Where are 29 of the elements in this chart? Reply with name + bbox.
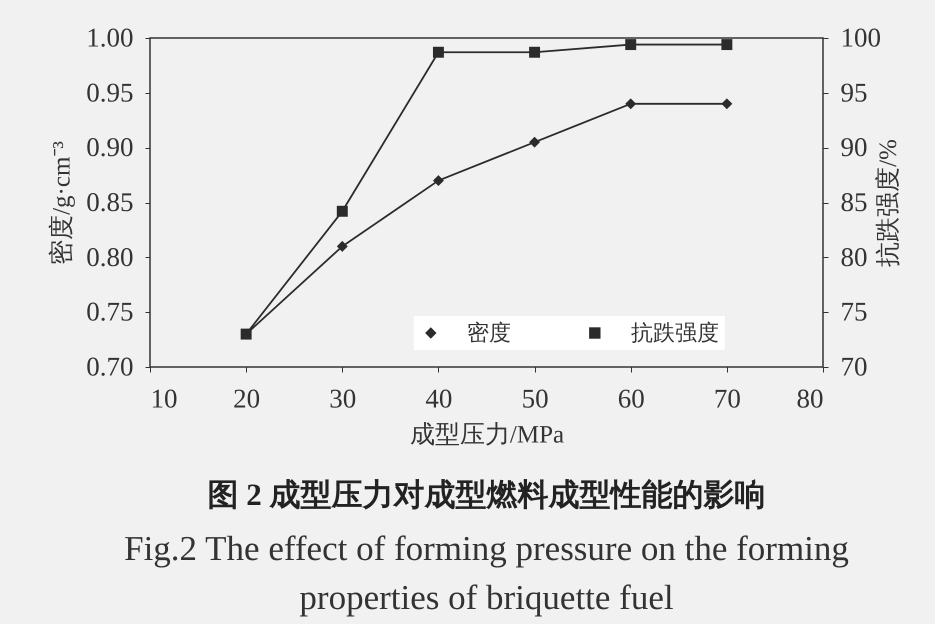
x-tick-label: 20	[233, 384, 260, 414]
y2-tick-label: 85	[840, 187, 868, 217]
y-tick-label: 0.80	[86, 242, 134, 272]
x-tick-label: 80	[796, 384, 824, 414]
y-tick-label: 0.70	[86, 352, 134, 382]
y-tick-label: 0.95	[86, 77, 134, 108]
y2-tick-label: 95	[840, 77, 868, 108]
y-axis-title: 密度/g·cm⁻³	[47, 140, 76, 265]
y2-axis-title: 抗跌强度/%	[874, 139, 902, 267]
y2-tick-label: 75	[840, 296, 868, 327]
y2-tick-label: 90	[840, 132, 868, 162]
x-tick-label: 30	[329, 384, 356, 414]
text: 图 2 成型压力对成型燃料成型性能的影响	[208, 477, 766, 512]
y-tick-label: 0.85	[86, 187, 134, 217]
y-tick-label: 0.90	[86, 132, 134, 162]
legend-label: 抗跌强度	[630, 320, 719, 346]
y-tick-label: 0.75	[86, 296, 134, 327]
y2-tick-label: 70	[840, 352, 868, 382]
x-tick-label: 70	[714, 384, 741, 414]
legend-label: 密度	[466, 320, 511, 346]
text: Fig.2 The effect of forming pressure on the forming properties of briquette fuel	[124, 529, 849, 617]
y-tick-label: 1.00	[86, 22, 134, 52]
y2-tick-label: 100	[840, 22, 881, 52]
x-tick-label: 60	[618, 384, 645, 414]
y2-tick-label: 80	[840, 242, 868, 272]
x-tick-label: 10	[150, 384, 178, 414]
x-tick-label: 50	[522, 384, 549, 414]
x-axis-title: 成型压力/MPa	[410, 422, 564, 448]
x-tick-label: 40	[425, 384, 452, 414]
